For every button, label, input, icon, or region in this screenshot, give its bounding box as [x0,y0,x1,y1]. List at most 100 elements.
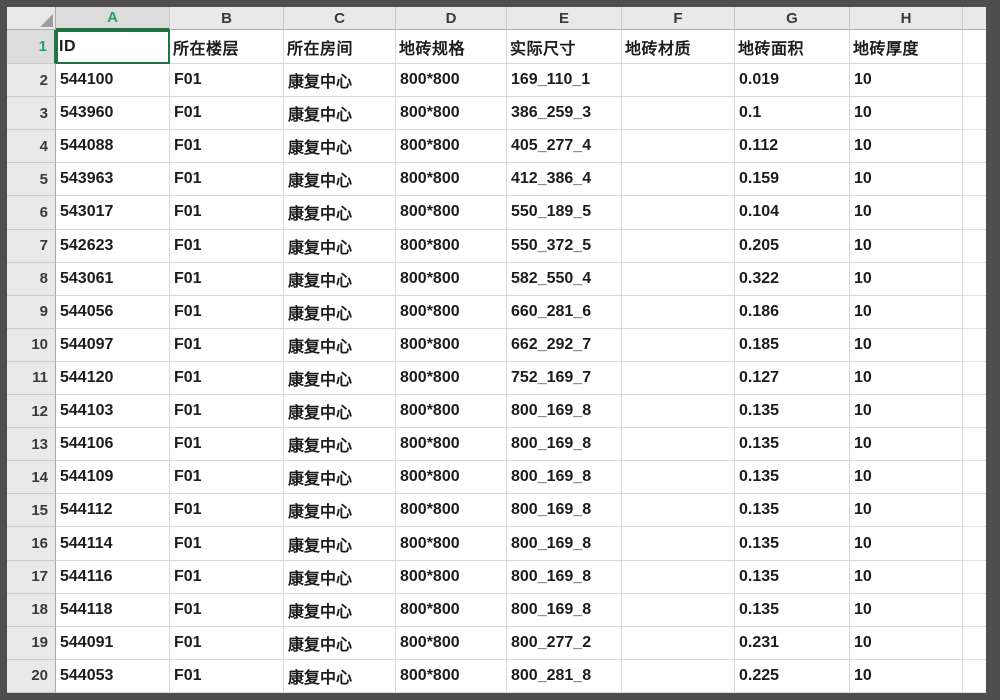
cell-E15[interactable]: 800_169_8 [507,494,622,528]
cell-H18[interactable]: 10 [850,593,963,627]
cell-F1[interactable]: 地砖材质 [622,30,735,64]
cell-A4[interactable]: 544088 [56,130,170,164]
cell-F9[interactable] [622,295,735,329]
cell-G13[interactable]: 0.135 [735,428,850,462]
cell-E2[interactable]: 169_110_1 [507,64,622,98]
cell-A13[interactable]: 544106 [56,428,170,462]
cell-C11[interactable]: 康复中心 [284,361,396,396]
cell-C12[interactable]: 康复中心 [284,395,396,429]
cell-C20[interactable]: 康复中心 [284,659,396,693]
row-header-16[interactable]: 16 [7,527,56,561]
cell-B8[interactable]: F01 [170,262,284,296]
cell-C15[interactable]: 康复中心 [284,494,396,528]
cell-F18[interactable] [622,593,735,627]
cell-C5[interactable]: 康复中心 [284,163,396,197]
cell-D15[interactable]: 800*800 [396,494,507,528]
cell-G14[interactable]: 0.135 [735,461,850,495]
cell-B16[interactable]: F01 [170,527,284,561]
row-header-13[interactable]: 13 [7,428,56,462]
cell-E8[interactable]: 582_550_4 [507,262,622,296]
cell-A1[interactable]: ID [56,30,170,64]
row-header-12[interactable]: 12 [7,395,56,429]
row-header-10[interactable]: 10 [7,328,56,362]
cell-A8[interactable]: 543061 [56,262,170,296]
cell-A14[interactable]: 544109 [56,461,170,495]
cell-F15[interactable] [622,494,735,528]
cell-H1[interactable]: 地砖厚度 [850,30,963,64]
cell-D9[interactable]: 800*800 [396,295,507,329]
cell-C18[interactable]: 康复中心 [284,593,396,627]
cell-E4[interactable]: 405_277_4 [507,130,622,164]
cell-D2[interactable]: 800*800 [396,64,507,98]
cell-A10[interactable]: 544097 [56,328,170,362]
cell-E16[interactable]: 800_169_8 [507,527,622,561]
cell-D13[interactable]: 800*800 [396,428,507,462]
cell-G3[interactable]: 0.1 [735,97,850,131]
column-header-a[interactable]: A [56,7,170,30]
cell-H15[interactable]: 10 [850,494,963,528]
cell-F20[interactable] [622,659,735,693]
cell-D11[interactable]: 800*800 [396,361,507,396]
cell-A12[interactable]: 544103 [56,395,170,429]
cell-A20[interactable]: 544053 [56,659,170,693]
cell-E1[interactable]: 实际尺寸 [507,30,622,64]
cell-A7[interactable]: 542623 [56,229,170,263]
cell-H17[interactable]: 10 [850,560,963,594]
select-all-corner[interactable] [7,7,56,30]
cell-B9[interactable]: F01 [170,295,284,329]
cell-E18[interactable]: 800_169_8 [507,593,622,627]
cell-D16[interactable]: 800*800 [396,527,507,561]
cell-F19[interactable] [622,626,735,660]
cell-B20[interactable]: F01 [170,659,284,693]
cell-E14[interactable]: 800_169_8 [507,461,622,495]
row-header-8[interactable]: 8 [7,262,56,296]
cell-E20[interactable]: 800_281_8 [507,659,622,693]
cell-H16[interactable]: 10 [850,527,963,561]
cell-D10[interactable]: 800*800 [396,328,507,362]
cell-G2[interactable]: 0.019 [735,64,850,98]
cell-G20[interactable]: 0.225 [735,659,850,693]
cell-G9[interactable]: 0.186 [735,295,850,329]
cell-H10[interactable]: 10 [850,328,963,362]
cell-B3[interactable]: F01 [170,97,284,131]
cell-G1[interactable]: 地砖面积 [735,30,850,64]
cell-F2[interactable] [622,64,735,98]
cell-F10[interactable] [622,328,735,362]
row-header-17[interactable]: 17 [7,560,56,594]
column-header-d[interactable]: D [396,7,507,30]
cell-G10[interactable]: 0.185 [735,328,850,362]
column-header-g[interactable]: G [735,7,850,30]
cell-G17[interactable]: 0.135 [735,560,850,594]
cell-F5[interactable] [622,163,735,197]
cell-B13[interactable]: F01 [170,428,284,462]
row-header-6[interactable]: 6 [7,196,56,230]
cell-E12[interactable]: 800_169_8 [507,395,622,429]
cell-B6[interactable]: F01 [170,196,284,230]
cell-H5[interactable]: 10 [850,163,963,197]
cell-A3[interactable]: 543960 [56,97,170,131]
column-header-b[interactable]: B [170,7,284,30]
cell-C17[interactable]: 康复中心 [284,560,396,594]
cell-E17[interactable]: 800_169_8 [507,560,622,594]
cell-C6[interactable]: 康复中心 [284,196,396,230]
cell-A11[interactable]: 544120 [56,361,170,396]
cell-A16[interactable]: 544114 [56,527,170,561]
cell-B5[interactable]: F01 [170,163,284,197]
cell-D12[interactable]: 800*800 [396,395,507,429]
cell-H19[interactable]: 10 [850,626,963,660]
cell-E5[interactable]: 412_386_4 [507,163,622,197]
cell-D20[interactable]: 800*800 [396,659,507,693]
cell-C1[interactable]: 所在房间 [284,30,396,64]
row-header-7[interactable]: 7 [7,229,56,263]
cell-D6[interactable]: 800*800 [396,196,507,230]
cell-D7[interactable]: 800*800 [396,229,507,263]
row-header-3[interactable]: 3 [7,97,56,131]
cell-C3[interactable]: 康复中心 [284,97,396,131]
cell-H13[interactable]: 10 [850,428,963,462]
cell-C2[interactable]: 康复中心 [284,64,396,98]
cell-H6[interactable]: 10 [850,196,963,230]
cell-B12[interactable]: F01 [170,395,284,429]
cell-G6[interactable]: 0.104 [735,196,850,230]
cell-A6[interactable]: 543017 [56,196,170,230]
cell-E6[interactable]: 550_189_5 [507,196,622,230]
